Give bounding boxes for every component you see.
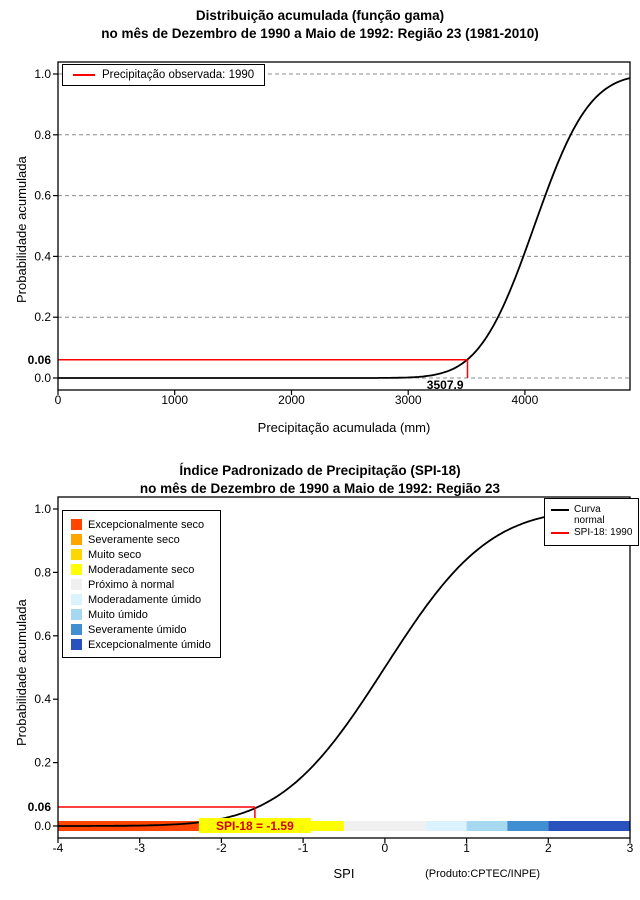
x-tick-label: 1 [463, 841, 470, 855]
plot-frame [57, 496, 631, 839]
precip-value-label: 3507.9 [427, 378, 464, 392]
spi-category-bar-segment [303, 821, 344, 831]
category-color-swatch [71, 534, 82, 545]
x-tick-label: -1 [298, 841, 309, 855]
x-tick-label: -3 [134, 841, 145, 855]
category-label: Moderadamente seco [88, 563, 195, 576]
plot-frame [57, 61, 631, 391]
spi-category-item: Severamente seco [71, 532, 211, 547]
normal-curve-legend-label: Curva normal [574, 504, 605, 526]
cdf-curve [58, 77, 631, 379]
x-tick-label: 0 [55, 393, 62, 407]
y-tick-label: 0.4 [34, 249, 51, 263]
gamma-cdf-plot: 3507.9 0.06 0 1000 2000 3000 4000 0.0 0.2 0.4 0.6 0… [28, 61, 631, 407]
x-tick-label: 0 [382, 841, 389, 855]
x-tick-label: -4 [53, 841, 64, 855]
cdf-curve [58, 508, 631, 827]
category-color-swatch [71, 624, 82, 635]
spi-category-item: Muito seco [71, 547, 211, 562]
probability-value-label: 0.06 [28, 353, 52, 367]
spi-category-item: Muito úmido [71, 607, 211, 622]
black-line-sample-icon [551, 509, 569, 511]
spi-category-item: Severamente úmido [71, 622, 211, 637]
gamma-chart-title: Distribuição acumulada (função gama) [195, 8, 445, 23]
x-tick-label: 1000 [161, 393, 188, 407]
spi-value-label-bg [198, 818, 311, 833]
spi-category-bar-segment [466, 821, 508, 831]
y-tick-label: 0.8 [34, 128, 51, 142]
category-color-swatch [71, 519, 82, 530]
spi-category-item: Moderadamente seco [71, 562, 211, 577]
y-tick-label: 0.2 [34, 756, 51, 770]
spi-category-bar-segment [507, 821, 549, 831]
category-label: Muito seco [88, 548, 142, 561]
category-color-swatch [71, 594, 82, 605]
x-tick-label: -2 [216, 841, 227, 855]
spi-category-legend: Excepcionalmente seco Severamente seco Mui… [62, 510, 221, 658]
red-line-sample-icon [551, 532, 569, 534]
spi-category-bar-segment [548, 821, 630, 831]
observed-precip-legend-label: Precipitação observada: 1990 [102, 69, 255, 81]
spi-category-item: Excepcionalmente úmido [71, 637, 211, 652]
probability-value-label: 0.06 [28, 800, 52, 814]
x-tick-label: 4000 [512, 393, 539, 407]
spi-cdf-plot: SPI-18 = -1.59 0.06 -4 -3 -2 -1 0 1 2 3 0.0 0.2 0.4 0… [28, 496, 634, 855]
y-tick-label: 0.4 [34, 692, 51, 706]
category-label: Moderadamente úmido [88, 593, 202, 606]
normal-curve-legend-item: Curva normal [551, 504, 632, 526]
spi-1990-legend-item: SPI-18: 1990 [551, 527, 633, 539]
category-color-swatch [71, 549, 82, 560]
product-credit: (Produto:CPTEC/INPE) [425, 868, 540, 880]
x-tick-label: 2000 [278, 393, 305, 407]
spi-chart-subtitle: no mês de Dezembro de 1990 a Maio de 199… [139, 481, 501, 496]
category-label: Muito úmido [88, 608, 148, 621]
curves-legend: Curva normal SPI-18: 1990 [544, 498, 640, 546]
gamma-x-axis-label: Precipitação acumulada (mm) [257, 420, 431, 435]
category-label: Severamente seco [88, 533, 180, 546]
spi-category-item: Próximo à normal [71, 577, 211, 592]
spi-1990-legend-label: SPI-18: 1990 [574, 527, 633, 538]
red-line-sample-icon [73, 74, 95, 76]
y-tick-label: 0.6 [34, 629, 51, 643]
spi-category-item: Excepcionalmente seco [71, 517, 211, 532]
category-label: Excepcionalmente seco [88, 518, 205, 531]
gamma-chart-subtitle: no mês de Dezembro de 1990 a Maio de 199… [101, 26, 539, 41]
spi-chart-title: Índice Padronizado de Precipitação (SPI-… [179, 463, 461, 478]
category-color-swatch [71, 579, 82, 590]
y-tick-label: 0.6 [34, 189, 51, 203]
spi-x-axis-label: SPI [333, 866, 355, 881]
observed-precip-legend: Precipitação observada: 1990 [62, 64, 266, 86]
category-label: Excepcionalmente úmido [88, 638, 211, 651]
category-color-swatch [71, 609, 82, 620]
y-tick-label: 0.2 [34, 310, 51, 324]
category-color-swatch [71, 564, 82, 575]
y-tick-label: 1.0 [34, 502, 51, 516]
spi-value-label: SPI-18 = -1.59 [216, 819, 294, 833]
x-tick-label: 3000 [395, 393, 422, 407]
category-label: Próximo à normal [88, 578, 175, 591]
y-tick-label: 1.0 [34, 67, 51, 81]
x-tick-label: 2 [545, 841, 552, 855]
spi-category-bar-segment [344, 821, 426, 831]
y-tick-label: 0.8 [34, 565, 51, 579]
category-color-swatch [71, 639, 82, 650]
x-tick-label: 3 [627, 841, 634, 855]
spi-category-bar-segment [425, 821, 467, 831]
y-tick-label: 0.0 [34, 819, 51, 833]
category-label: Severamente úmido [88, 623, 187, 636]
spi-category-item: Moderadamente úmido [71, 592, 211, 607]
y-tick-label: 0.0 [34, 371, 51, 385]
